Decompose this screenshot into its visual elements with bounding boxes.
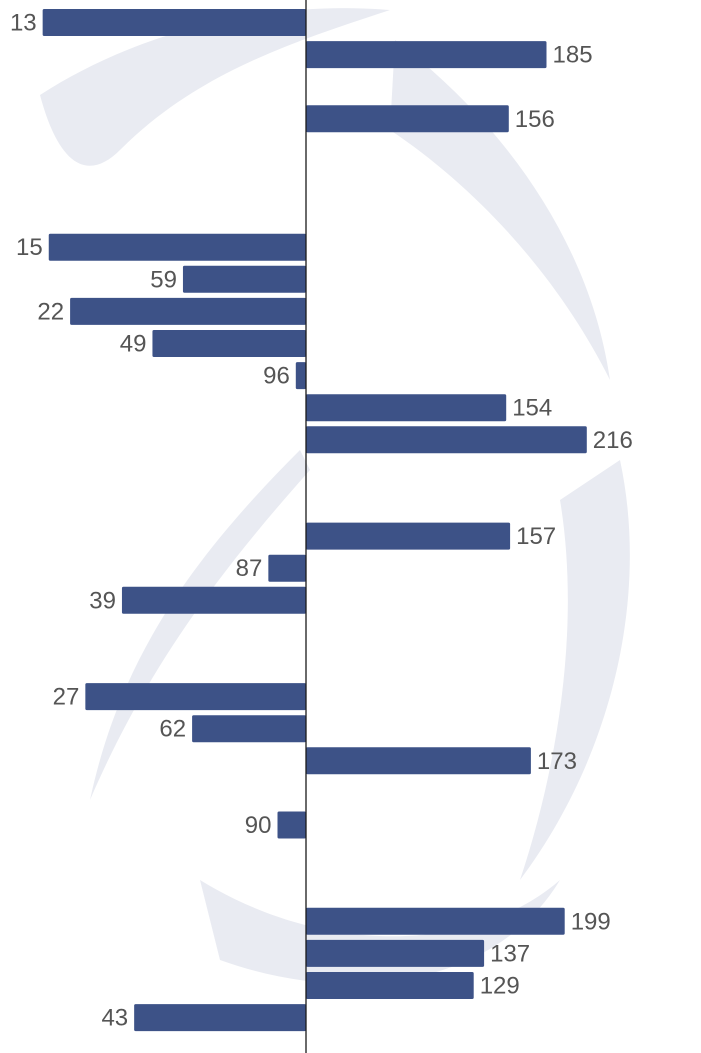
value-label-20: 43 [101,1005,128,1032]
bar-8 [306,394,507,422]
value-label-17: 199 [571,908,611,935]
value-label-12: 39 [89,587,116,614]
value-label-8: 154 [512,395,552,422]
bar-0 [42,9,307,36]
value-label-18: 137 [490,940,530,967]
value-label-11: 87 [236,555,263,582]
bar-17 [306,907,565,935]
value-label-14: 62 [159,716,186,743]
bar-7 [295,362,306,390]
value-label-15: 173 [537,748,577,775]
bar-4 [182,265,306,293]
bar-11 [268,554,306,582]
value-label-0: 13 [10,10,37,37]
value-label-7: 96 [263,363,290,390]
bar-14 [192,715,306,743]
bar-13 [85,683,306,711]
value-label-4: 59 [150,266,177,293]
bar-16 [277,811,306,839]
bar-12 [121,586,306,614]
value-labels-group: 13 185 156 15 59 22 49 96 154 216 157 87 39 27 62 173 90… [10,10,633,1032]
value-label-9: 216 [593,427,633,454]
bar-18 [306,939,485,967]
value-label-10: 157 [516,523,556,550]
bar-20 [134,1004,306,1032]
bar-19 [306,972,474,999]
bar-10 [306,522,511,550]
bar-1 [306,41,547,69]
value-label-16: 90 [245,812,272,839]
bar-9 [306,426,587,454]
value-label-1: 185 [553,42,593,69]
bar-5 [70,297,306,325]
bar-6 [152,330,306,357]
value-label-19: 129 [480,973,520,1000]
value-label-13: 27 [53,684,80,711]
bar-3 [48,233,306,261]
value-label-6: 49 [120,331,147,358]
background-swirl [40,8,630,984]
bars-group [42,9,587,1032]
bar-2 [306,105,509,133]
bar-15 [306,747,531,775]
value-label-5: 22 [37,298,64,325]
value-label-3: 15 [16,234,43,261]
value-label-2: 156 [515,106,555,133]
